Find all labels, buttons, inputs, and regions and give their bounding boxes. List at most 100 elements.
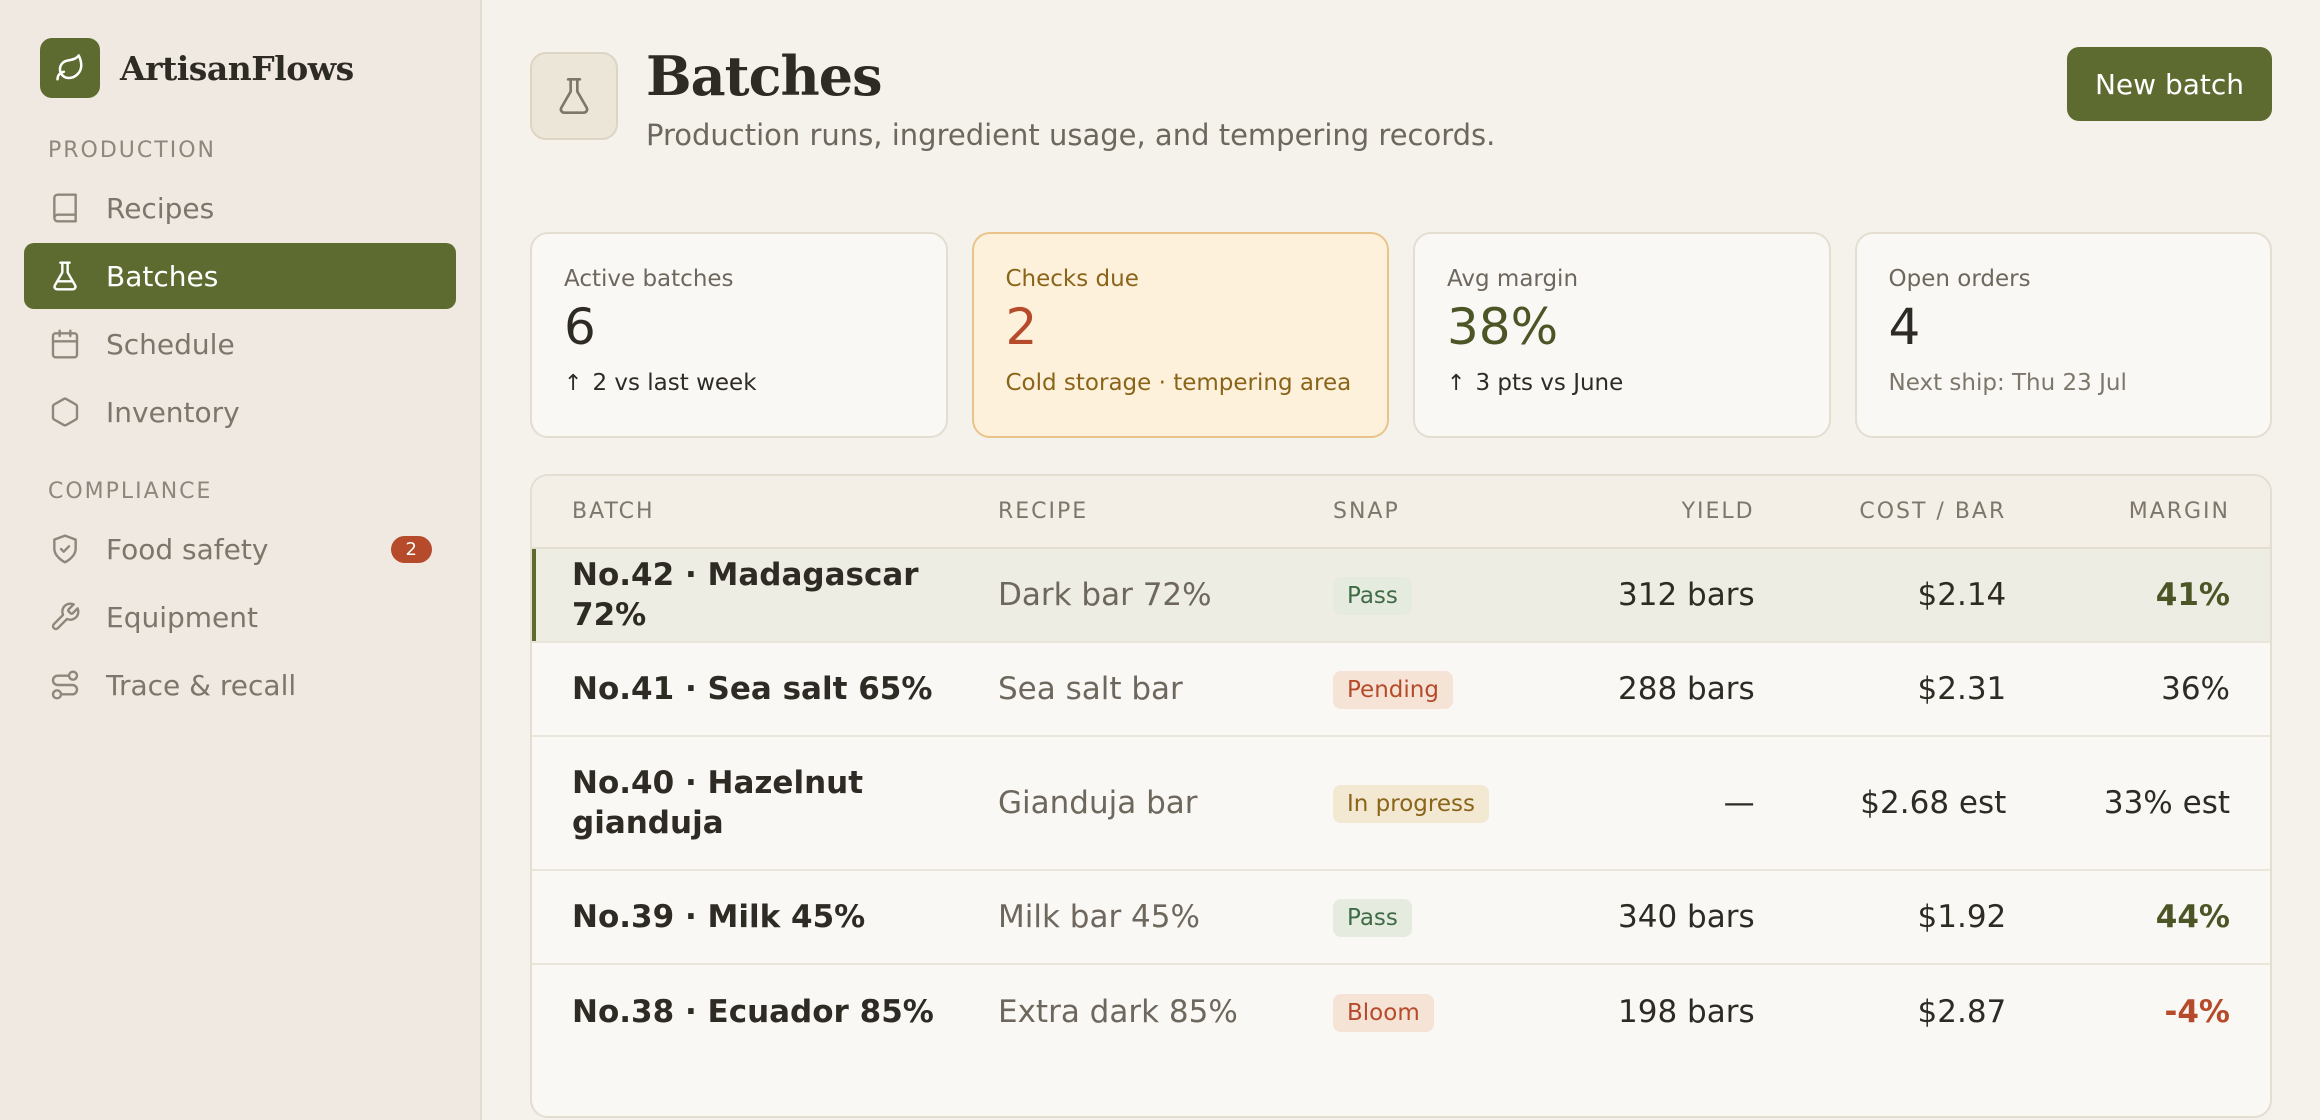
card-label: Open orders <box>1888 266 2031 292</box>
stat-card-open-orders[interactable]: Open orders 4 Next ship: Thu 23 Jul <box>1854 232 2272 438</box>
nav-section-compliance: COMPLIANCE <box>48 479 213 504</box>
route-icon <box>48 668 82 702</box>
notification-badge: 2 <box>390 535 432 563</box>
cell-snap: Bloom <box>1293 964 1557 1058</box>
wrench-icon <box>48 600 82 634</box>
cell-batch: No.42 · Madagascar 72% <box>572 557 919 633</box>
cell-cost: $2.87 <box>1917 993 2007 1030</box>
cell-recipe: Milk bar 45% <box>998 899 1200 935</box>
column-header-batch[interactable]: BATCH <box>572 499 655 524</box>
cell-margin: 41% <box>2155 577 2230 613</box>
cell-cost: $2.14 <box>1917 577 2007 613</box>
table-header-row: BATCH RECIPE SNAP YIELD COST / BAR MARGI… <box>532 476 2270 548</box>
sidebar-item-label: Recipes <box>106 191 215 225</box>
sidebar-item-label: Inventory <box>106 395 240 429</box>
table-row[interactable]: No.41 · Sea salt 65% Sea salt bar Pendin… <box>532 642 2270 736</box>
column-header-margin[interactable]: MARGIN <box>2128 499 2230 524</box>
status-badge: Bloom <box>1333 993 1434 1032</box>
cell-yield: 312 bars <box>1618 577 1755 613</box>
sidebar-item-trace-recall[interactable]: Trace & recall <box>24 652 456 718</box>
sidebar: ArtisanFlows PRODUCTION Recipes Batches … <box>0 0 482 1120</box>
cell-recipe: Extra dark 85% <box>998 993 1238 1030</box>
main-content: Batches Production runs, ingredient usag… <box>482 0 2320 1120</box>
status-badge: Pass <box>1333 577 1412 615</box>
sidebar-item-equipment[interactable]: Equipment <box>24 584 456 650</box>
cell-batch: No.38 · Ecuador 85% <box>572 993 934 1030</box>
card-note: Cold storage · tempering area <box>1006 370 1356 396</box>
cell-cost: $2.68 est <box>1860 785 2007 821</box>
column-header-recipe[interactable]: RECIPE <box>998 499 1089 524</box>
status-badge: Pending <box>1333 671 1453 709</box>
table-row[interactable]: No.39 · Milk 45% Milk bar 45% Pass 340 b… <box>532 870 2270 964</box>
new-batch-button[interactable]: New batch <box>2066 47 2272 121</box>
flask-icon <box>530 52 618 140</box>
sidebar-item-label: Equipment <box>106 600 258 634</box>
table-row[interactable]: No.38 · Ecuador 85% Extra dark 85% Bloom… <box>532 964 2270 1058</box>
page-title: Batches <box>646 44 882 108</box>
batches-table: BATCH RECIPE SNAP YIELD COST / BAR MARGI… <box>530 474 2272 1118</box>
card-note: Next ship: Thu 23 Jul <box>1889 370 2239 396</box>
sidebar-item-batches[interactable]: Batches <box>24 243 456 309</box>
table-row[interactable]: No.42 · Madagascar 72% Dark bar 72% Pass… <box>532 548 2270 642</box>
page-header: Batches Production runs, ingredient usag… <box>530 44 2272 192</box>
stat-card-avg-margin[interactable]: Avg margin 38% ↑ 3 pts vs June <box>1413 232 1831 438</box>
arrow-up-icon: ↑ <box>564 370 583 396</box>
table-row[interactable]: No.40 · Hazelnut gianduja Gianduja bar I… <box>532 736 2270 870</box>
sidebar-item-label: Schedule <box>106 327 235 361</box>
sidebar-item-recipes[interactable]: Recipes <box>24 175 456 241</box>
card-note-text: Next ship: Thu 23 Jul <box>1888 370 2127 396</box>
card-note-text: Cold storage · tempering area <box>1005 370 1352 396</box>
cell-cost: $2.31 <box>1917 671 2007 707</box>
calendar-icon <box>48 327 82 361</box>
cell-batch: No.41 · Sea salt 65% <box>572 671 933 707</box>
flask-icon <box>48 259 82 293</box>
sidebar-item-label: Trace & recall <box>106 668 297 702</box>
cell-margin: -4% <box>2164 993 2231 1030</box>
status-badge: Pass <box>1333 899 1412 937</box>
cell-cost: $1.92 <box>1917 899 2007 935</box>
leaf-logo-icon <box>40 38 100 98</box>
cell-yield: — <box>1723 785 1755 821</box>
stat-card-checks-due[interactable]: Checks due 2 Cold storage · tempering ar… <box>971 232 1389 438</box>
card-value: 6 <box>564 298 596 356</box>
brand[interactable]: ArtisanFlows <box>40 38 456 98</box>
status-badge: In progress <box>1333 785 1489 823</box>
sidebar-item-schedule[interactable]: Schedule <box>24 311 456 377</box>
card-value: 38% <box>1447 298 1559 356</box>
cell-yield: 198 bars <box>1618 993 1755 1030</box>
nav-section-production: PRODUCTION <box>48 138 216 163</box>
shield-check-icon <box>48 532 82 566</box>
column-header-snap[interactable]: SNAP <box>1333 499 1400 524</box>
stat-card-active-batches[interactable]: Active batches 6 ↑ 2 vs last week <box>530 232 948 438</box>
card-value: 4 <box>1888 298 1921 356</box>
cell-margin: 44% <box>2155 899 2230 935</box>
column-header-cost[interactable]: COST / BAR <box>1859 499 2007 524</box>
cell-yield: 288 bars <box>1618 671 1755 707</box>
card-label: Checks due <box>1005 266 1139 292</box>
sidebar-item-inventory[interactable]: Inventory <box>24 379 456 445</box>
cell-snap: In progress <box>1293 736 1557 870</box>
stat-cards: Active batches 6 ↑ 2 vs last week Checks… <box>530 232 2272 438</box>
sidebar-item-label: Batches <box>106 259 219 293</box>
book-icon <box>48 191 82 225</box>
page-subtitle: Production runs, ingredient usage, and t… <box>646 118 1496 152</box>
column-header-yield[interactable]: YIELD <box>1681 499 1755 524</box>
cell-snap: Pending <box>1293 642 1557 736</box>
sidebar-item-food-safety[interactable]: Food safety 2 <box>24 516 456 582</box>
hexagon-icon <box>48 395 82 429</box>
card-note-text: 3 pts vs June <box>1475 370 1624 396</box>
cell-margin: 36% <box>2161 671 2230 707</box>
cell-batch: No.40 · Hazelnut gianduja <box>572 765 864 841</box>
cell-snap: Pass <box>1293 870 1557 964</box>
card-note: ↑ 2 vs last week <box>564 370 914 396</box>
card-note-text: 2 vs last week <box>592 370 757 396</box>
sidebar-item-label: Food safety <box>106 532 269 566</box>
cell-margin: 33% est <box>2103 785 2230 821</box>
cell-recipe: Sea salt bar <box>998 671 1183 707</box>
card-value: 2 <box>1005 298 1038 356</box>
cell-recipe: Gianduja bar <box>998 785 1198 821</box>
cell-yield: 340 bars <box>1618 899 1755 935</box>
cell-batch: No.39 · Milk 45% <box>572 899 866 935</box>
arrow-up-icon: ↑ <box>1447 370 1466 396</box>
card-label: Active batches <box>564 266 734 292</box>
